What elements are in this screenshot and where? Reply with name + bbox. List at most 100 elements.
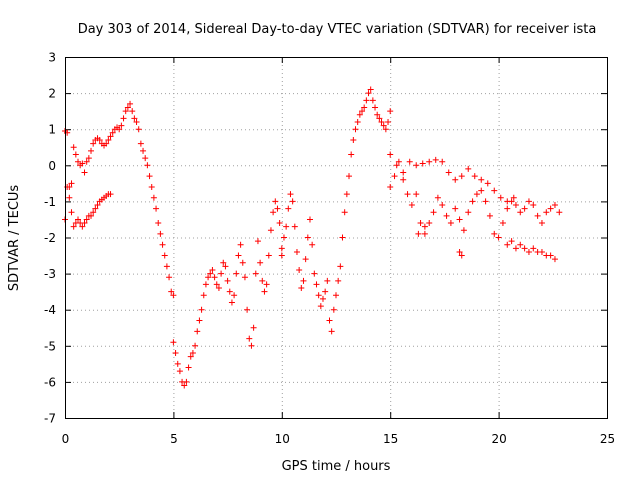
data-point bbox=[547, 252, 554, 259]
data-point bbox=[356, 111, 363, 118]
data-point bbox=[66, 194, 73, 201]
data-point bbox=[161, 252, 168, 259]
data-point bbox=[328, 328, 335, 335]
data-point bbox=[517, 241, 524, 248]
data-point bbox=[107, 191, 114, 198]
data-point bbox=[352, 126, 359, 133]
x-axis-label: GPS time / hours bbox=[282, 459, 391, 474]
data-point bbox=[239, 259, 246, 266]
data-point bbox=[495, 234, 502, 241]
data-point bbox=[267, 227, 274, 234]
data-point bbox=[339, 234, 346, 241]
x-tick-label: 5 bbox=[170, 432, 178, 446]
data-point bbox=[254, 238, 261, 245]
data-point bbox=[244, 306, 251, 313]
data-point bbox=[443, 212, 450, 219]
series-1 bbox=[62, 183, 114, 230]
data-point bbox=[525, 198, 532, 205]
series-4 bbox=[387, 158, 563, 241]
data-point bbox=[75, 216, 82, 223]
data-point bbox=[85, 155, 92, 162]
data-point bbox=[376, 115, 383, 122]
data-point bbox=[465, 165, 472, 172]
series-3 bbox=[278, 86, 394, 335]
data-point bbox=[380, 122, 387, 129]
data-point bbox=[333, 292, 339, 299]
data-point bbox=[348, 151, 355, 158]
data-point bbox=[146, 173, 153, 180]
data-point bbox=[213, 281, 220, 288]
data-point bbox=[395, 158, 402, 165]
data-point bbox=[122, 108, 129, 115]
data-point bbox=[378, 118, 385, 125]
data-point bbox=[166, 274, 173, 281]
y-tick-label: -2 bbox=[44, 231, 56, 245]
data-point bbox=[81, 220, 88, 227]
data-point bbox=[302, 256, 309, 263]
data-point bbox=[413, 191, 420, 198]
data-point bbox=[387, 108, 394, 115]
y-tick-label: -3 bbox=[44, 267, 56, 281]
data-point bbox=[90, 209, 97, 216]
data-point bbox=[458, 252, 465, 259]
data-point bbox=[393, 162, 400, 169]
series-2 bbox=[170, 198, 285, 389]
y-tick-label: -7 bbox=[44, 412, 56, 426]
data-point bbox=[202, 281, 209, 288]
data-point bbox=[350, 137, 357, 144]
data-point bbox=[150, 194, 157, 201]
data-point bbox=[187, 353, 194, 360]
data-point bbox=[497, 194, 504, 201]
data-point bbox=[421, 230, 428, 237]
data-point bbox=[473, 191, 480, 198]
data-point bbox=[530, 245, 537, 252]
data-point bbox=[499, 220, 506, 227]
data-point bbox=[432, 156, 439, 163]
data-point bbox=[176, 368, 183, 375]
data-point bbox=[434, 194, 441, 201]
data-point bbox=[361, 104, 368, 111]
y-axis-label: SDTVAR / TECUs bbox=[7, 185, 22, 292]
data-point bbox=[359, 108, 366, 115]
data-point bbox=[192, 342, 199, 349]
data-point bbox=[246, 335, 253, 342]
series-5 bbox=[387, 151, 517, 205]
data-point bbox=[287, 191, 294, 198]
data-point bbox=[196, 317, 203, 324]
data-point bbox=[363, 97, 370, 104]
data-point bbox=[319, 295, 326, 302]
data-point bbox=[346, 173, 353, 180]
data-point bbox=[228, 299, 235, 306]
data-point bbox=[278, 252, 285, 259]
data-point bbox=[75, 158, 82, 165]
data-point bbox=[274, 205, 281, 212]
y-tick-label: 1 bbox=[48, 123, 56, 137]
data-point bbox=[293, 248, 300, 255]
data-point bbox=[133, 118, 140, 125]
x-tick-label: 15 bbox=[383, 432, 398, 446]
data-point bbox=[430, 209, 437, 216]
data-point bbox=[265, 252, 272, 259]
data-point bbox=[222, 263, 229, 270]
data-point bbox=[81, 169, 88, 176]
data-point bbox=[543, 209, 550, 216]
data-point bbox=[163, 263, 170, 270]
data-point bbox=[452, 176, 459, 183]
plot-frame bbox=[65, 57, 608, 419]
data-point bbox=[241, 274, 248, 281]
data-point bbox=[218, 270, 225, 277]
chart-title: Day 303 of 2014, Sidereal Day-to-day VTE… bbox=[78, 22, 597, 37]
data-point bbox=[413, 162, 420, 169]
data-point bbox=[96, 137, 103, 144]
data-point bbox=[304, 234, 311, 241]
data-point bbox=[556, 209, 563, 216]
data-point bbox=[447, 220, 454, 227]
data-point bbox=[252, 270, 259, 277]
data-point bbox=[404, 191, 411, 198]
data-point bbox=[426, 158, 433, 165]
data-point bbox=[335, 277, 342, 284]
data-point bbox=[391, 173, 398, 180]
data-point bbox=[205, 274, 212, 281]
